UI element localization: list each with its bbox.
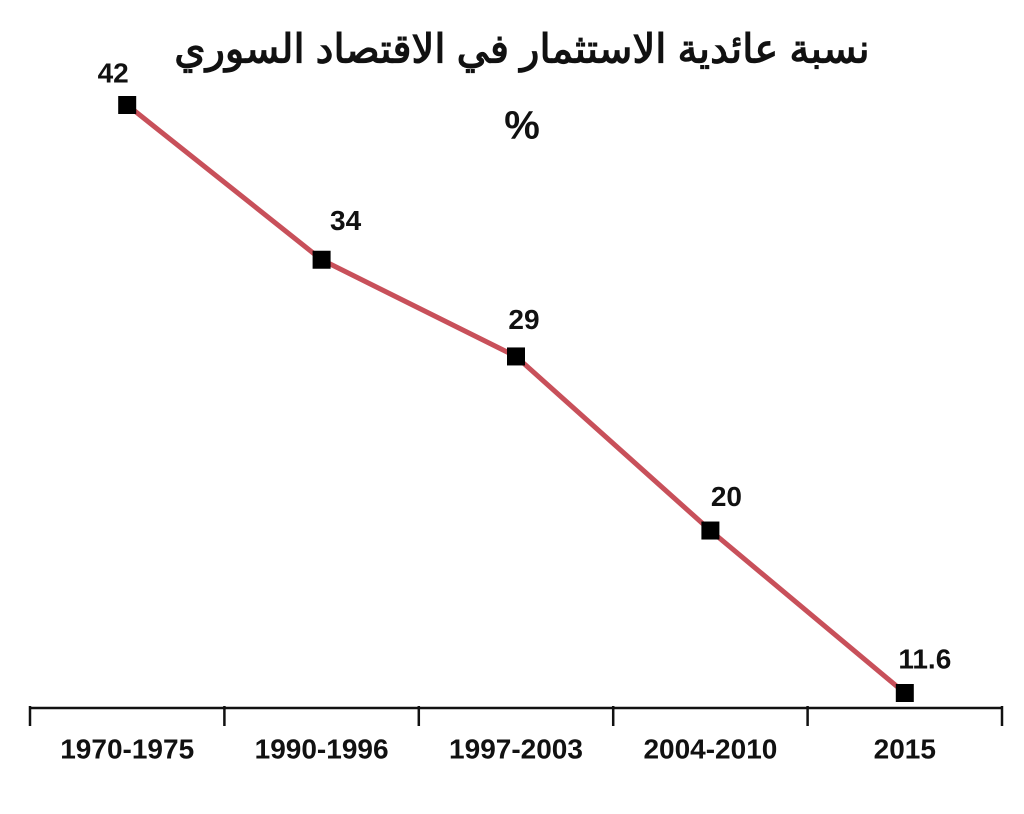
marker [507, 347, 525, 366]
marker [895, 684, 914, 702]
x-tick-label: 1970-1975 [60, 733, 194, 764]
chart-subtitle: % [504, 104, 540, 148]
value-label: 20 [711, 481, 742, 512]
value-label: 29 [508, 304, 539, 335]
value-label: 11.6 [898, 643, 951, 674]
x-tick-label: 1990-1996 [255, 733, 389, 764]
value-label: 34 [330, 205, 362, 236]
chart-title: نسبة عائدية الاستثمار في الاقتصاد السوري [174, 28, 869, 74]
x-tick-label: 2015 [874, 733, 936, 764]
marker [312, 250, 331, 269]
series-line [125, 103, 907, 695]
marker [118, 96, 137, 114]
value-label: 42 [98, 57, 129, 88]
marker [701, 521, 720, 540]
x-tick-label: 2004-2010 [643, 733, 777, 764]
x-tick-label: 1997-2003 [449, 733, 583, 764]
